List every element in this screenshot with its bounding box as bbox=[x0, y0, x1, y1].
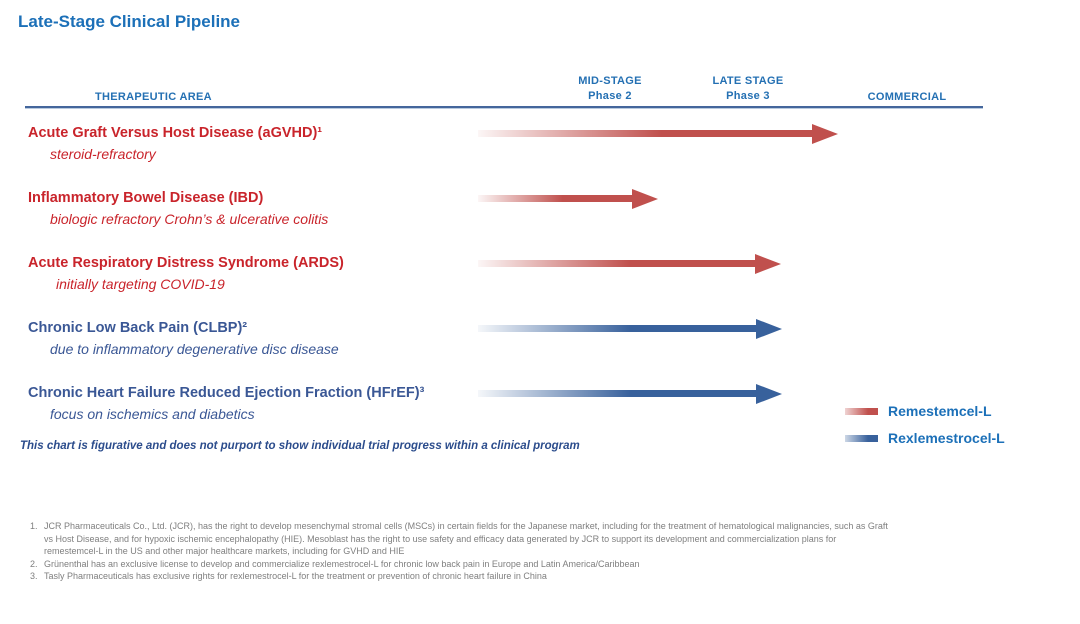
program-subtitle-agvhd: steroid-refractory bbox=[50, 146, 156, 162]
page-title: Late-Stage Clinical Pipeline bbox=[18, 12, 241, 31]
footnote-3: 3. Tasly Pharmaceuticals has exclusive r… bbox=[30, 570, 892, 583]
figurative-note: This chart is figurative and does not pu… bbox=[20, 440, 580, 452]
arrow-head-icon bbox=[756, 384, 782, 404]
column-header-mid-stage: MID-STAGE Phase 2 bbox=[558, 74, 662, 104]
program-title-clbp: Chronic Low Back Pain (CLBP)² bbox=[28, 320, 248, 336]
program-subtitle-hfref: focus on ischemics and diabetics bbox=[50, 406, 255, 422]
program-subtitle-ards: initially targeting COVID-19 bbox=[56, 276, 225, 292]
arrow-head-icon bbox=[812, 124, 838, 144]
footnote-text: JCR Pharmaceuticals Co., Ltd. (JCR), has… bbox=[44, 521, 888, 556]
column-header-late-stage: LATE STAGE Phase 3 bbox=[693, 74, 803, 104]
program-title-agvhd: Acute Graft Versus Host Disease (aGVHD)¹ bbox=[28, 125, 323, 141]
footnote-text: Grünenthal has an exclusive license to d… bbox=[44, 558, 640, 569]
legend-swatch-remestemcel-icon bbox=[845, 408, 878, 415]
program-subtitle-ibd: biologic refractory Crohn’s & ulcerative… bbox=[50, 211, 329, 227]
footnotes: 1. JCR Pharmaceuticals Co., Ltd. (JCR), … bbox=[30, 520, 892, 583]
mid-stage-sublabel: Phase 2 bbox=[588, 90, 632, 102]
footnote-number: 2. bbox=[30, 558, 38, 569]
legend-label-remestemcel: Remestemcel-L bbox=[888, 403, 992, 419]
pipeline-arrow-agvhd bbox=[478, 124, 838, 144]
footnote-2: 2. Grünenthal has an exclusive license t… bbox=[30, 558, 892, 571]
footnote-text: Tasly Pharmaceuticals has exclusive righ… bbox=[44, 571, 547, 581]
arrow-shaft bbox=[478, 390, 756, 397]
column-header-commercial: COMMERCIAL bbox=[867, 91, 947, 103]
arrow-shaft bbox=[478, 130, 812, 137]
header-divider-line bbox=[25, 106, 983, 108]
pipeline-arrow-hfref bbox=[478, 384, 782, 404]
pipeline-arrow-ards bbox=[478, 254, 781, 274]
program-title-ards: Acute Respiratory Distress Syndrome (ARD… bbox=[28, 255, 344, 271]
legend-label-rexlemestrocel: Rexlemestrocel-L bbox=[888, 430, 1005, 446]
pipeline-arrow-clbp bbox=[478, 319, 782, 339]
legend-swatch-rexlemestrocel-icon bbox=[845, 435, 878, 442]
program-title-ibd: Inflammatory Bowel Disease (IBD) bbox=[28, 190, 264, 206]
arrow-head-icon bbox=[756, 319, 782, 339]
footnote-1: 1. JCR Pharmaceuticals Co., Ltd. (JCR), … bbox=[30, 520, 892, 558]
program-subtitle-clbp: due to inflammatory degenerative disc di… bbox=[50, 341, 339, 357]
arrow-shaft bbox=[478, 325, 756, 332]
late-stage-label: LATE STAGE bbox=[712, 75, 784, 87]
arrow-shaft bbox=[478, 260, 755, 267]
footnote-number: 3. bbox=[30, 571, 38, 581]
arrow-head-icon bbox=[755, 254, 781, 274]
footnote-number: 1. bbox=[30, 521, 38, 531]
program-title-hfref: Chronic Heart Failure Reduced Ejection F… bbox=[28, 385, 425, 401]
mid-stage-label: MID-STAGE bbox=[578, 75, 642, 87]
arrow-shaft bbox=[478, 195, 632, 202]
arrow-head-icon bbox=[632, 189, 658, 209]
late-stage-sublabel: Phase 3 bbox=[726, 90, 770, 102]
pipeline-arrow-ibd bbox=[478, 189, 658, 209]
column-header-therapeutic-area: THERAPEUTIC AREA bbox=[95, 91, 212, 103]
